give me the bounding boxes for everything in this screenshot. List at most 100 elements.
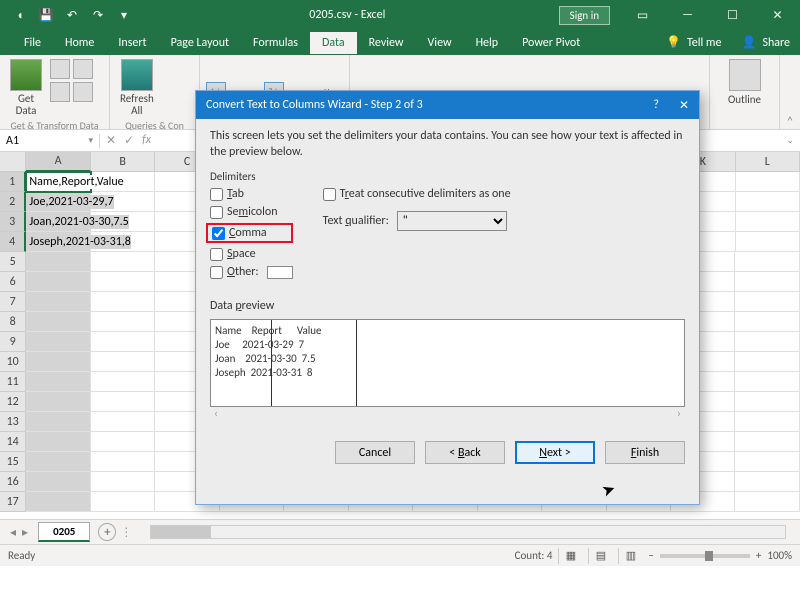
zoom-level[interactable]: 100% bbox=[767, 549, 792, 562]
consecutive-delim-checkbox[interactable]: Treat consecutive delimiters as one bbox=[323, 187, 511, 201]
cell-L15[interactable] bbox=[735, 452, 799, 472]
zoom-out-icon[interactable]: − bbox=[648, 549, 653, 562]
delim-tab-checkbox[interactable]: Tab bbox=[210, 187, 293, 201]
cell-L2[interactable] bbox=[736, 192, 800, 212]
cell-A15[interactable] bbox=[26, 452, 90, 472]
cell-L9[interactable] bbox=[735, 332, 799, 352]
share-label[interactable]: Share bbox=[762, 36, 790, 50]
cell-L1[interactable] bbox=[736, 172, 800, 192]
rowhead-2[interactable]: 2 bbox=[0, 192, 26, 212]
cell-A17[interactable] bbox=[26, 492, 90, 512]
rowhead-11[interactable]: 11 bbox=[0, 372, 26, 392]
get-data-button[interactable]: Get Data bbox=[6, 57, 46, 119]
qat-more-icon[interactable]: ▾ bbox=[112, 3, 136, 27]
ribbon-options-icon[interactable]: ▭ bbox=[620, 0, 665, 30]
cell-L17[interactable] bbox=[735, 492, 799, 512]
dialog-titlebar[interactable]: Convert Text to Columns Wizard - Step 2 … bbox=[196, 91, 699, 119]
preview-scroll-left-icon[interactable]: ‹ bbox=[214, 407, 218, 423]
redo-icon[interactable]: ↷ bbox=[86, 3, 110, 27]
cell-A1[interactable]: Name,Report,Value bbox=[26, 172, 90, 192]
colhead-B[interactable]: B bbox=[91, 152, 155, 172]
rowhead-5[interactable]: 5 bbox=[0, 252, 26, 272]
cell-A12[interactable] bbox=[26, 392, 90, 412]
cell-A3[interactable]: Joan,2021-03-30,7.5 bbox=[26, 212, 90, 232]
cell-L16[interactable] bbox=[735, 472, 799, 492]
outline-button[interactable]: Outline bbox=[716, 57, 773, 108]
cell-A14[interactable] bbox=[26, 432, 90, 452]
text-qualifier-select[interactable]: " bbox=[397, 211, 507, 231]
cell-B12[interactable] bbox=[91, 392, 155, 412]
cell-A8[interactable] bbox=[26, 312, 90, 332]
rowhead-15[interactable]: 15 bbox=[0, 452, 26, 472]
sheet-tab-0205[interactable]: 0205 bbox=[38, 522, 90, 542]
cancel-button[interactable]: Cancel bbox=[335, 441, 415, 464]
preview-scroll-right-icon[interactable]: › bbox=[677, 407, 681, 423]
cell-A5[interactable] bbox=[26, 252, 90, 272]
rowhead-13[interactable]: 13 bbox=[0, 412, 26, 432]
zoom-slider[interactable] bbox=[660, 554, 750, 558]
cancel-formula-icon[interactable]: ✕ bbox=[106, 133, 116, 148]
tab-pagelayout[interactable]: Page Layout bbox=[159, 32, 241, 54]
zoom-in-icon[interactable]: + bbox=[756, 549, 761, 562]
tab-file[interactable]: File bbox=[12, 32, 53, 54]
cell-L11[interactable] bbox=[735, 372, 799, 392]
cell-A16[interactable] bbox=[26, 472, 90, 492]
horizontal-scrollbar[interactable] bbox=[150, 525, 786, 539]
cell-A11[interactable] bbox=[26, 372, 90, 392]
undo-icon[interactable]: ↶ bbox=[60, 3, 84, 27]
tellme-label[interactable]: Tell me bbox=[687, 36, 722, 50]
from-table-icon[interactable] bbox=[50, 82, 70, 102]
tab-formulas[interactable]: Formulas bbox=[241, 32, 310, 54]
lightbulb-icon[interactable]: 💡 bbox=[666, 35, 681, 50]
autosave-toggle[interactable]: ◖ bbox=[8, 3, 32, 27]
recent-sources-icon[interactable] bbox=[73, 82, 93, 102]
cell-B11[interactable] bbox=[91, 372, 155, 392]
cell-B17[interactable] bbox=[91, 492, 155, 512]
cell-B13[interactable] bbox=[91, 412, 155, 432]
rowhead-6[interactable]: 6 bbox=[0, 272, 26, 292]
cell-B5[interactable] bbox=[91, 252, 155, 272]
pagebreak-view-icon[interactable]: ▥ bbox=[618, 548, 642, 564]
cell-B6[interactable] bbox=[91, 272, 155, 292]
rowhead-9[interactable]: 9 bbox=[0, 332, 26, 352]
delim-other-checkbox[interactable]: Other: bbox=[210, 265, 293, 279]
tab-view[interactable]: View bbox=[416, 32, 464, 54]
rowhead-1[interactable]: 1 bbox=[0, 172, 26, 192]
cell-L13[interactable] bbox=[735, 412, 799, 432]
cell-L4[interactable] bbox=[736, 232, 800, 252]
from-text-icon[interactable] bbox=[50, 59, 70, 79]
rowhead-10[interactable]: 10 bbox=[0, 352, 26, 372]
cell-A2[interactable]: Joe,2021-03-29,7 bbox=[26, 192, 90, 212]
rowhead-14[interactable]: 14 bbox=[0, 432, 26, 452]
delim-other-input[interactable] bbox=[267, 266, 293, 279]
pagelayout-view-icon[interactable]: ▤ bbox=[588, 548, 612, 564]
cell-L3[interactable] bbox=[736, 212, 800, 232]
cell-A13[interactable] bbox=[26, 412, 90, 432]
enter-formula-icon[interactable]: ✓ bbox=[124, 133, 134, 148]
delim-semicolon-checkbox[interactable]: Semicolon bbox=[210, 205, 293, 219]
new-sheet-button[interactable]: + bbox=[98, 523, 116, 541]
back-button[interactable]: < Back bbox=[425, 441, 505, 464]
rowhead-8[interactable]: 8 bbox=[0, 312, 26, 332]
rowhead-4[interactable]: 4 bbox=[0, 232, 26, 252]
tab-insert[interactable]: Insert bbox=[106, 32, 158, 54]
cell-B14[interactable] bbox=[91, 432, 155, 452]
cell-L10[interactable] bbox=[735, 352, 799, 372]
scroll-first-icon[interactable]: ◂ bbox=[10, 525, 16, 540]
dialog-help-icon[interactable]: ? bbox=[653, 98, 659, 112]
name-box[interactable]: A1▾ bbox=[0, 134, 100, 148]
finish-button[interactable]: Finish bbox=[605, 441, 685, 464]
namebox-dropdown-icon[interactable]: ▾ bbox=[88, 135, 93, 146]
fx-icon[interactable]: fx bbox=[142, 133, 151, 148]
tab-review[interactable]: Review bbox=[357, 32, 416, 54]
scroll-last-icon[interactable]: ▸ bbox=[22, 525, 28, 540]
expand-formula-icon[interactable]: ⌄ bbox=[780, 135, 800, 146]
cell-B10[interactable] bbox=[91, 352, 155, 372]
refresh-all-button[interactable]: Refresh All bbox=[116, 57, 158, 119]
from-web-icon[interactable] bbox=[73, 59, 93, 79]
dialog-close-icon[interactable]: ✕ bbox=[679, 98, 689, 113]
colhead-A[interactable]: A bbox=[26, 152, 90, 172]
cell-A6[interactable] bbox=[26, 272, 90, 292]
cell-B16[interactable] bbox=[91, 472, 155, 492]
delim-space-checkbox[interactable]: Space bbox=[210, 247, 293, 261]
